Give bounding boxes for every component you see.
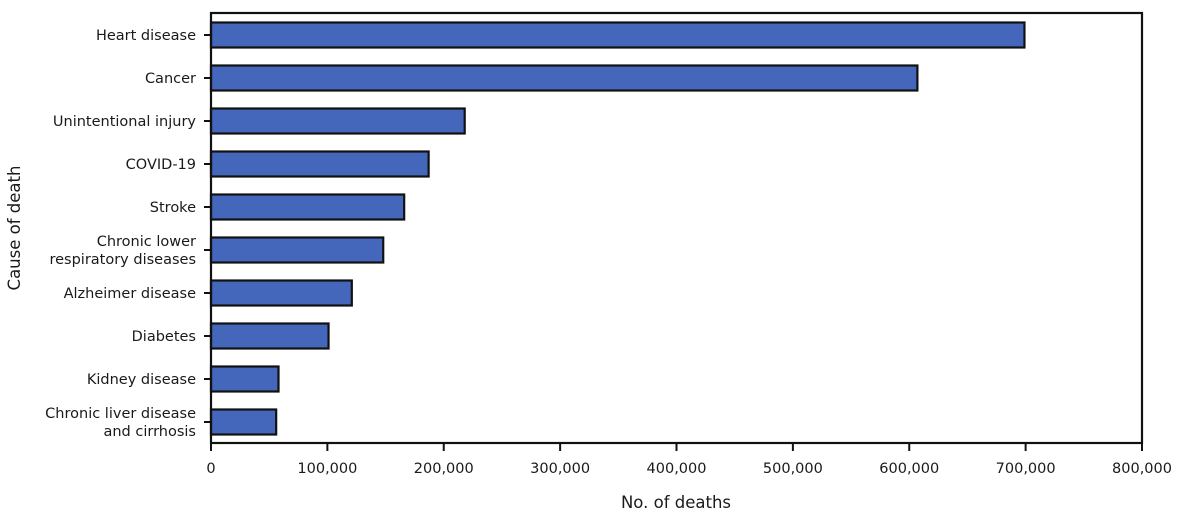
bar <box>209 150 430 178</box>
x-tick-label: 300,000 <box>530 461 590 477</box>
y-tick-label: Chronic lower <box>97 234 196 250</box>
x-tick-label: 0 <box>206 461 215 477</box>
bar <box>209 236 385 264</box>
x-axis: 0 100,000 200,000 300,000 400,000 500,000 600,… <box>206 443 1172 477</box>
bar <box>209 322 330 350</box>
y-tick-label: Alzheimer disease <box>64 286 196 302</box>
bars-group <box>209 21 1026 436</box>
y-tick-label: Kidney disease <box>87 372 196 388</box>
bar <box>209 107 466 135</box>
y-tick-label: respiratory diseases <box>49 252 196 268</box>
bar <box>209 193 406 221</box>
y-tick-label: and cirrhosis <box>103 424 196 440</box>
y-tick-label: COVID-19 <box>126 157 196 173</box>
y-axis: Heart disease Cancer Unintentional injury C… <box>45 28 211 440</box>
x-tick-label: 800,000 <box>1112 461 1172 477</box>
x-tick-label: 700,000 <box>996 461 1056 477</box>
y-tick-label: Stroke <box>150 200 196 216</box>
x-tick-label: 600,000 <box>879 461 939 477</box>
y-tick-label: Cancer <box>145 71 196 87</box>
bar <box>209 365 280 393</box>
y-axis-title: Cause of death <box>5 166 24 291</box>
y-tick-label: Chronic liver disease <box>45 406 196 422</box>
y-tick-label: Diabetes <box>132 329 196 345</box>
x-axis-title: No. of deaths <box>621 493 731 512</box>
bar <box>209 21 1026 49</box>
bar <box>209 408 278 436</box>
bar <box>209 64 919 92</box>
x-tick-label: 400,000 <box>647 461 707 477</box>
bar <box>209 279 353 307</box>
y-tick-label: Unintentional injury <box>53 114 197 130</box>
x-tick-label: 100,000 <box>297 461 357 477</box>
y-tick-label: Heart disease <box>96 28 196 44</box>
x-tick-label: 500,000 <box>763 461 823 477</box>
x-tick-label: 200,000 <box>414 461 474 477</box>
